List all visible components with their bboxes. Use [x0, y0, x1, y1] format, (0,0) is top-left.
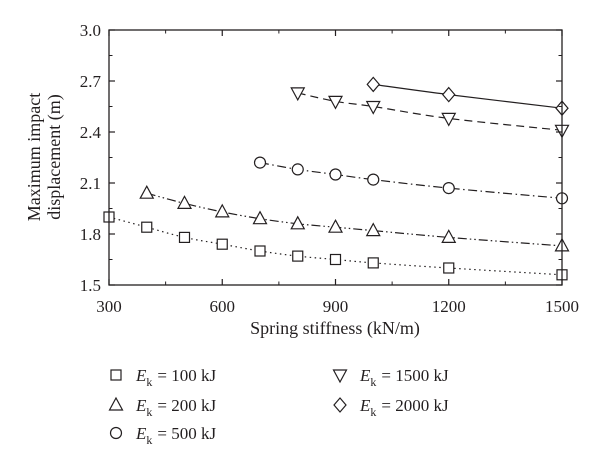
- data-point-series-3: [442, 182, 455, 195]
- legend-label-2: Ek = 200 kJ: [135, 396, 216, 419]
- legend: Ek = 100 kJ Ek = 200 kJ Ek = 500 kJ Ek = 1500 k…: [108, 366, 449, 447]
- legend-marker-2: [108, 396, 124, 411]
- data-point-series-1: [178, 231, 191, 243]
- data-point-series-1: [443, 262, 455, 274]
- x-tick-label: 1200: [432, 297, 466, 316]
- data-point-series-5: [366, 76, 381, 93]
- series-line-4: [297, 92, 562, 131]
- legend-marker-4: [332, 369, 348, 384]
- data-point-series-4: [365, 100, 381, 115]
- data-point-series-3: [329, 168, 342, 181]
- legend-label-3: Ek = 500 kJ: [135, 424, 216, 447]
- series-line-2: [146, 192, 562, 247]
- data-point-series-2: [176, 195, 193, 209]
- legend-marker-3: [109, 426, 123, 440]
- x-tick-label: 1500: [545, 297, 579, 316]
- axis-ticks: [108, 29, 563, 286]
- data-point-series-1: [292, 250, 304, 262]
- x-tick-label: 600: [210, 297, 236, 316]
- y-tick-label: 2.4: [80, 123, 102, 142]
- data-point-series-4: [441, 112, 457, 127]
- plot-frame: [108, 29, 563, 286]
- y-axis-title-line-1: Maximum impact: [24, 93, 44, 221]
- axis-tick-labels: 300 600 900 1200 1500 1.5 1.8 2.1 2.4 2.7 3.0: [80, 21, 579, 316]
- legend-label-1: Ek = 100 kJ: [135, 366, 216, 389]
- x-tick-label: 300: [96, 297, 122, 316]
- data-point-series-2: [365, 222, 381, 237]
- series-markers: [103, 76, 570, 281]
- series-line-5: [373, 83, 562, 109]
- data-point-series-2: [327, 218, 344, 233]
- data-point-series-4: [290, 87, 306, 102]
- data-point-series-2: [441, 229, 457, 243]
- series-line-3: [259, 162, 562, 199]
- legend-marker-5: [333, 397, 347, 413]
- legend-label-5: Ek = 2000 kJ: [359, 396, 449, 419]
- y-tick-label: 1.8: [80, 225, 101, 244]
- x-axis-title: Spring stiffness (kN/m): [250, 318, 420, 339]
- data-point-series-1: [367, 257, 379, 269]
- y-tick-label: 1.5: [80, 276, 101, 295]
- y-axis-title: Maximum impact displacement (m): [24, 93, 65, 221]
- legend-marker-1: [110, 369, 122, 381]
- data-point-series-2: [139, 184, 155, 199]
- data-point-series-1: [329, 253, 342, 266]
- data-point-series-3: [291, 163, 304, 176]
- data-point-series-2: [290, 215, 306, 230]
- data-point-series-1: [216, 238, 228, 250]
- data-point-series-4: [327, 95, 344, 110]
- x-tick-label: 900: [323, 297, 349, 316]
- data-point-series-3: [253, 156, 267, 169]
- data-point-series-5: [441, 86, 456, 103]
- data-point-series-2: [252, 210, 268, 225]
- y-tick-label: 3.0: [80, 21, 101, 40]
- data-point-series-3: [367, 173, 380, 186]
- y-tick-label: 2.7: [80, 72, 102, 91]
- data-point-series-1: [254, 245, 266, 257]
- data-point-series-1: [141, 221, 153, 233]
- data-point-series-2: [214, 203, 230, 218]
- y-tick-label: 2.1: [80, 174, 101, 193]
- legend-label-4: Ek = 1500 kJ: [359, 366, 449, 389]
- y-axis-title-line-2: displacement (m): [44, 94, 65, 219]
